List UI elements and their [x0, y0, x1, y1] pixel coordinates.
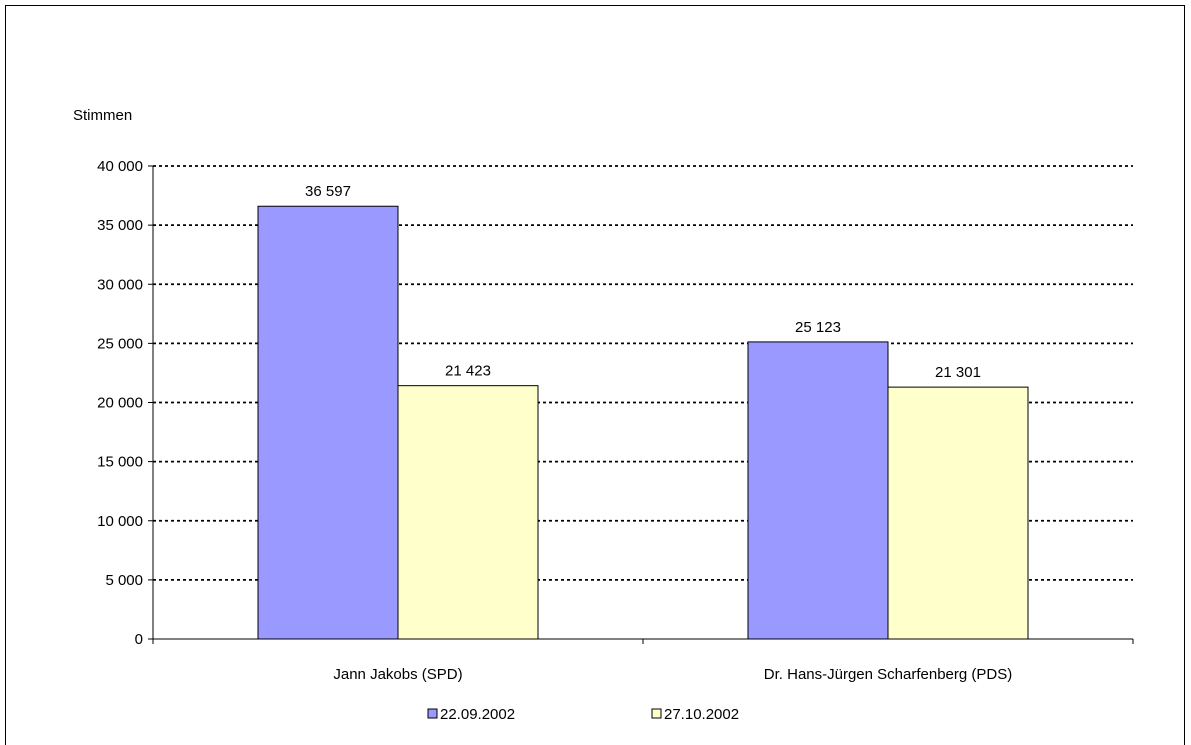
axes: 0 5 000 10 000 15 000 20 000 25 000 30 000 35 0…: [97, 158, 1134, 683]
bar-value-label: 36 597: [305, 183, 351, 200]
legend: 22.09.2002 27.10.2002: [427, 706, 739, 723]
bar-value-label: 25 123: [795, 319, 841, 336]
legend-label: 27.10.2002: [664, 706, 739, 723]
legend-swatch: [427, 708, 438, 719]
y-tick-label: 35 000: [97, 217, 143, 234]
bars: [257, 205, 1029, 640]
bar: [397, 385, 539, 640]
bar: [887, 386, 1029, 640]
value-labels: 36 597 21 423 25 123 21 301: [305, 183, 981, 381]
legend-label: 22.09.2002: [440, 706, 515, 723]
y-tick-label: 0: [135, 631, 143, 648]
y-tick-label: 20 000: [97, 395, 143, 412]
bar: [257, 205, 399, 640]
legend-swatch: [651, 708, 662, 719]
bar: [747, 341, 889, 640]
y-tick-label: 15 000: [97, 454, 143, 471]
y-axis-label: Stimmen: [73, 107, 132, 124]
y-tick-label: 10 000: [97, 513, 143, 530]
y-tick-label: 5 000: [105, 572, 143, 589]
bar-value-label: 21 301: [935, 364, 981, 381]
x-tick-label: Dr. Hans-Jürgen Scharfenberg (PDS): [764, 666, 1012, 683]
y-tick-label: 30 000: [97, 276, 143, 293]
y-tick-label: 25 000: [97, 335, 143, 352]
y-tick-label: 40 000: [97, 158, 143, 175]
chart-frame: [5, 5, 1185, 745]
bar-value-label: 21 423: [445, 363, 491, 380]
x-tick-label: Jann Jakobs (SPD): [333, 666, 462, 683]
